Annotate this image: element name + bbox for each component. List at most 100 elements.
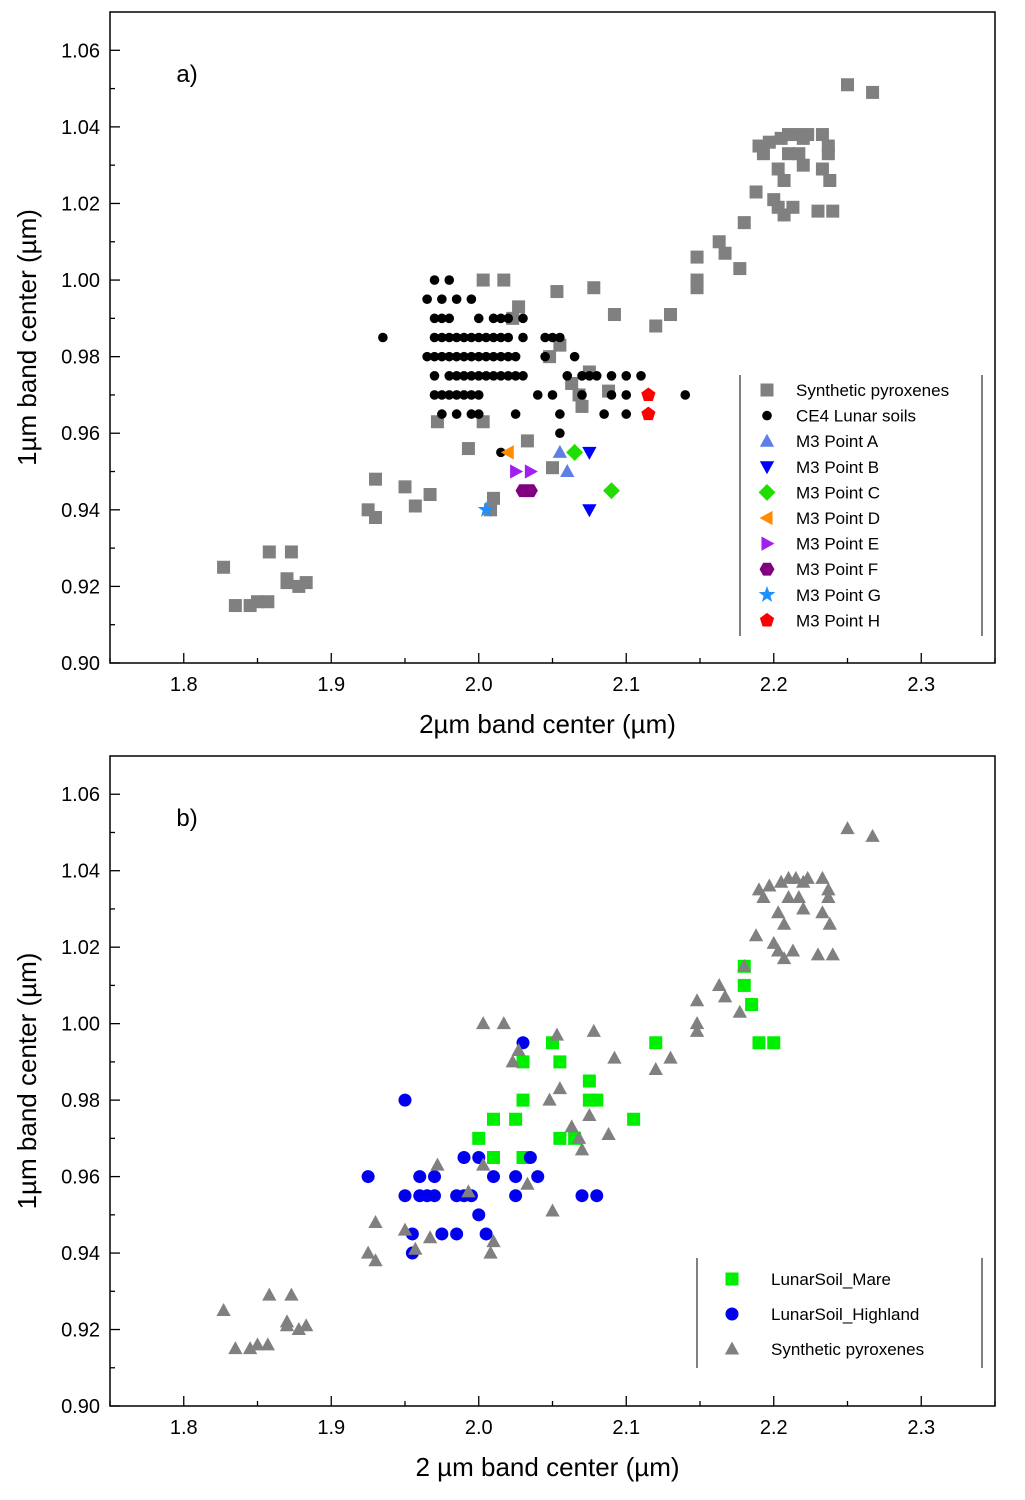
data-point xyxy=(737,216,751,230)
data-point xyxy=(428,1189,441,1203)
data-point xyxy=(577,370,587,381)
data-point xyxy=(444,351,455,362)
legend-marker xyxy=(725,1272,739,1286)
data-point xyxy=(552,444,568,458)
data-point xyxy=(641,387,656,401)
data-point xyxy=(228,599,242,613)
data-point xyxy=(532,390,543,400)
data-point xyxy=(262,1287,277,1301)
legend-label: M3 Point G xyxy=(796,586,881,605)
data-point xyxy=(821,882,836,896)
data-point xyxy=(242,1341,258,1355)
data-point xyxy=(368,1253,383,1267)
data-point xyxy=(437,351,447,362)
data-point xyxy=(444,370,455,381)
data-point xyxy=(461,442,475,456)
data-point xyxy=(451,294,462,305)
data-point xyxy=(520,1176,535,1190)
data-point xyxy=(511,1042,526,1056)
data-point xyxy=(481,370,491,381)
data-point xyxy=(801,128,815,142)
y-tick-label: 1.00 xyxy=(61,1014,100,1036)
data-point xyxy=(811,204,825,218)
data-point xyxy=(451,390,462,400)
data-point xyxy=(451,409,462,419)
data-point xyxy=(785,943,801,957)
data-point xyxy=(413,1170,427,1184)
data-point xyxy=(553,1131,567,1145)
data-point xyxy=(821,147,835,161)
y-tick-label: 0.96 xyxy=(61,1167,100,1189)
x-tick-label: 2.2 xyxy=(760,1417,788,1439)
data-point xyxy=(649,1036,663,1050)
data-point xyxy=(466,332,477,343)
data-point xyxy=(546,461,559,475)
data-point xyxy=(280,572,294,586)
data-point xyxy=(461,1184,476,1198)
data-point xyxy=(509,1170,523,1184)
series-ce4-lunar-soils xyxy=(378,275,691,458)
data-point xyxy=(487,1112,500,1126)
data-point xyxy=(360,1245,376,1259)
data-point xyxy=(299,1318,314,1332)
y-tick-label: 0.94 xyxy=(61,500,100,522)
data-point xyxy=(582,446,597,460)
x-tick-label: 1.8 xyxy=(170,1417,198,1439)
y-tick-label: 1.04 xyxy=(61,117,100,139)
data-point xyxy=(496,370,506,381)
data-point xyxy=(279,1314,295,1328)
x-tick-label: 2.1 xyxy=(612,674,640,696)
data-point xyxy=(762,878,777,892)
series-m3-point-c xyxy=(566,443,620,500)
data-point xyxy=(261,595,275,609)
data-point xyxy=(510,370,521,381)
data-point xyxy=(522,484,538,498)
data-point xyxy=(815,905,830,919)
data-point xyxy=(423,488,437,502)
data-point xyxy=(777,173,791,187)
x-tick-label: 1.9 xyxy=(317,1417,345,1439)
data-point xyxy=(368,1215,383,1228)
legend-marker xyxy=(758,586,776,602)
y-tick-label: 1.00 xyxy=(61,270,100,292)
x-axis-label: 2 µm band center (µm) xyxy=(415,1452,679,1482)
data-point xyxy=(473,390,484,400)
data-point xyxy=(486,1234,501,1248)
data-point xyxy=(689,1023,705,1037)
data-point xyxy=(503,351,514,362)
data-point xyxy=(488,313,499,324)
data-point xyxy=(496,351,506,362)
legend-label: Synthetic pyroxenes xyxy=(771,1340,924,1359)
data-point xyxy=(216,1302,231,1316)
data-point xyxy=(540,332,550,343)
data-point xyxy=(574,1142,590,1156)
legend-label: LunarSoil_Mare xyxy=(771,1270,891,1289)
panel-b-scatter-chart: 1.8 1.9 2.0 2.1 2.2 2.3 0.90 0.92 0.94 0.96 0.98 1.… xyxy=(12,755,996,1482)
data-point xyxy=(524,464,538,479)
data-point xyxy=(584,370,595,381)
data-point xyxy=(815,870,830,884)
data-point xyxy=(422,1230,438,1244)
data-point xyxy=(518,370,528,381)
data-point xyxy=(717,989,733,1003)
data-point xyxy=(510,409,521,419)
data-point xyxy=(560,464,575,478)
data-point xyxy=(680,390,691,400)
legend-marker xyxy=(761,536,775,551)
data-point xyxy=(408,1241,423,1255)
data-point xyxy=(473,409,484,419)
legend-marker xyxy=(759,433,775,447)
legend-label: M3 Point A xyxy=(796,432,879,451)
series-synthetic-pyroxenes xyxy=(216,821,880,1355)
data-point xyxy=(476,1016,491,1030)
data-point xyxy=(649,319,663,333)
data-point xyxy=(663,1050,678,1064)
data-point xyxy=(781,890,796,903)
data-point xyxy=(555,332,565,343)
data-point xyxy=(487,1150,500,1164)
data-point xyxy=(459,370,469,381)
data-point xyxy=(466,370,477,381)
data-point xyxy=(562,370,573,381)
data-point xyxy=(444,275,455,285)
x-tick-label: 1.8 xyxy=(170,674,198,696)
